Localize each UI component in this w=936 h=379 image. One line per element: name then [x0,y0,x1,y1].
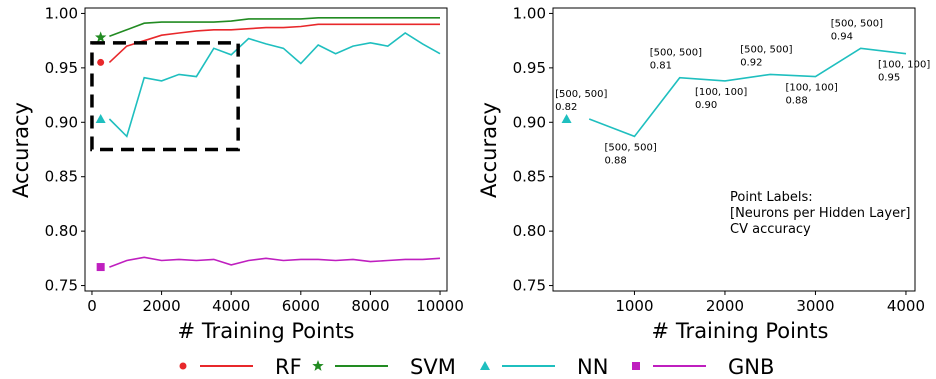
left-ytick-label: 0.85 [45,168,78,186]
point-labels-note-line: CV accuracy [730,222,811,237]
right-ytick-label: 0.90 [513,113,546,131]
right-marker-nn [561,114,572,124]
right-xtick-label: 4000 [887,297,925,315]
left-xtick-label: 6000 [282,297,320,315]
right-y-axis-label: Accuracy [477,102,501,198]
left-ytick-label: 0.75 [45,277,78,295]
left-series-line-gnb [109,256,441,268]
left-ytick-label: 1.00 [45,4,78,22]
left-ytick-label: 0.90 [45,113,78,131]
legend-label-nn: NN [577,355,608,379]
legend-label-svm: SVM [410,355,456,379]
left-marker-nn [95,114,106,124]
point-label-config: [500, 500] [555,89,607,100]
legend: RF SVM NN GNB [179,355,774,379]
legend-marker-nn [480,361,490,370]
left-series-line-svm [109,16,440,38]
right-xtick-label: 3000 [796,297,834,315]
legend-label-rf: RF [275,355,302,379]
point-label-config: [500, 500] [740,44,792,55]
right-ytick-label: 0.75 [513,277,546,295]
right-chart: 0.75 0.80 0.85 0.90 0.95 1.00 1000 2000 3000 400… [477,4,930,343]
left-xtick-label: 4000 [212,297,250,315]
left-series-line-rf [108,23,440,63]
left-xtick-label: 0 [87,297,97,315]
legend-marker-gnb [632,362,640,370]
left-plot-frame [84,7,448,292]
left-marker-rf [97,58,105,66]
point-label-cv: 0.95 [878,73,900,84]
right-ytick-label: 1.00 [513,4,546,22]
left-x-axis-label: # Training Points [178,319,355,343]
right-xtick-label: 1000 [615,297,653,315]
point-label-config: [500, 500] [604,142,656,153]
left-xtick-label: 10000 [416,297,464,315]
point-label-cv: 0.88 [604,155,626,166]
left-marker-svm [95,31,107,43]
point-label-cv: 0.81 [650,61,672,72]
right-ytick-label: 0.85 [513,168,546,186]
right-x-axis-label: # Training Points [652,319,829,343]
point-label-cv: 0.88 [785,96,807,107]
left-series-line-nn [108,32,441,138]
right-ytick-label: 0.80 [513,222,546,240]
left-chart: 0.75 0.80 0.85 0.90 0.95 1.00 0 2000 4000 6000 80… [9,4,464,343]
right-plot-frame [552,7,916,292]
right-xtick-label: 2000 [706,297,744,315]
left-ytick-label: 0.95 [45,59,78,77]
zoom-region-box [90,41,240,152]
point-label-config: [500, 500] [650,48,702,59]
point-labels-note-line: [Neurons per Hidden Layer] [730,206,911,221]
right-series-line-nn [588,47,907,138]
left-xtick-label: 2000 [142,297,180,315]
point-label-cv: 0.92 [740,57,762,68]
point-label-config: [100, 100] [695,87,747,98]
legend-marker-svm [312,360,324,371]
point-label-cv: 0.82 [555,102,577,113]
point-label-config: [500, 500] [831,18,883,29]
left-marker-gnb [96,263,105,272]
left-xtick-label: 8000 [351,297,389,315]
right-ytick-label: 0.95 [513,59,546,77]
point-label-cv: 0.94 [831,31,853,42]
legend-marker-rf [179,362,187,370]
left-y-axis-label: Accuracy [9,102,33,198]
point-label-cv: 0.90 [695,100,717,111]
point-labels-note-line: Point Labels: [730,190,813,205]
left-ytick-label: 0.80 [45,222,78,240]
point-label-config: [100, 100] [878,60,930,71]
point-label-config: [100, 100] [785,83,837,94]
legend-label-gnb: GNB [728,355,774,379]
